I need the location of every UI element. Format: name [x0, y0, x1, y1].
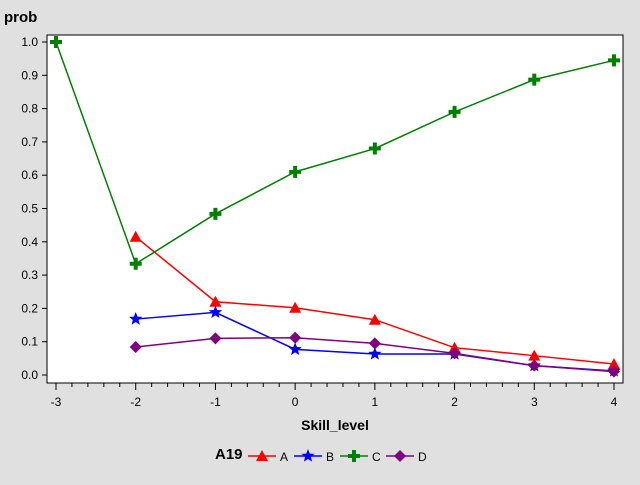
- y-tick-label: 0.1: [21, 335, 38, 349]
- series-a-point: [129, 230, 142, 242]
- series-c-point: [209, 207, 222, 220]
- legend-marker-d: [394, 450, 406, 462]
- series-a-point: [209, 295, 222, 307]
- x-tick-label: -3: [51, 395, 62, 409]
- series-c: [50, 36, 620, 270]
- y-tick-label: 0.4: [21, 235, 38, 249]
- legend-marker-a: [256, 450, 268, 461]
- series-d-point: [608, 365, 620, 378]
- y-tick-label: 0.7: [21, 135, 38, 149]
- legend-item-c: C: [340, 450, 381, 464]
- x-axis-label: Skill_level: [301, 417, 369, 433]
- x-tick-label: 1: [372, 395, 379, 409]
- series-c-line: [55, 41, 615, 265]
- legend-label: D: [418, 450, 427, 464]
- x-axis: -3 -2 -1 0 1 2 3 4: [51, 383, 618, 409]
- legend-marker-b: [301, 449, 315, 462]
- legend-label: B: [326, 450, 334, 464]
- y-tick-label: 0.8: [21, 102, 38, 116]
- series-a-point: [608, 358, 620, 370]
- series-d-point: [209, 332, 222, 345]
- series-c-point: [368, 142, 381, 155]
- legend-item-a: A: [248, 450, 288, 464]
- series-c-point: [608, 54, 620, 67]
- series-a-point: [368, 313, 381, 325]
- x-tick-label: 0: [292, 395, 299, 409]
- series-d-point: [448, 347, 461, 360]
- plot-frame: [46, 34, 624, 384]
- x-tick-label: 2: [451, 395, 458, 409]
- legend-label: C: [372, 450, 381, 464]
- legend: A19 A B C D: [215, 446, 427, 464]
- y-tick-label: 0.6: [21, 168, 38, 182]
- series-b-point: [368, 347, 382, 360]
- series-d-point: [289, 331, 302, 344]
- y-tick-label: 0.2: [21, 301, 38, 315]
- series-b-point: [288, 342, 302, 356]
- legend-label: A: [280, 450, 288, 464]
- legend-item-d: D: [386, 450, 427, 464]
- y-axis-label: prob: [4, 9, 37, 26]
- y-tick-label: 0.9: [21, 68, 38, 82]
- series-a-point: [528, 349, 541, 361]
- x-tick-label: 3: [531, 395, 538, 409]
- series-c-point: [448, 105, 461, 118]
- series-c-point: [129, 257, 142, 270]
- y-tick-label: 0.3: [21, 268, 38, 282]
- series-d: [129, 331, 620, 378]
- y-tick-label: 1.0: [21, 35, 38, 49]
- series-b-point: [208, 305, 223, 319]
- series-c-point: [289, 165, 302, 178]
- y-tick-label: 0.5: [21, 202, 38, 216]
- series-d-point: [528, 359, 541, 372]
- y-axis: 0.0 0.1 0.2 0.3 0.4 0.5 0.6 0.7 0.8 0.9 1.0: [21, 35, 47, 382]
- x-tick-label: -2: [130, 395, 141, 409]
- series-c-point: [50, 36, 62, 48]
- series-d-point: [368, 337, 381, 350]
- legend-title: A19: [215, 446, 243, 463]
- legend-marker-c: [348, 450, 360, 462]
- series-a-point: [289, 301, 302, 313]
- series-d-point: [129, 341, 142, 354]
- x-tick-label: -1: [210, 395, 221, 409]
- legend-item-b: B: [294, 449, 334, 464]
- series-c-point: [528, 73, 541, 86]
- x-tick-label: 4: [611, 395, 618, 409]
- y-tick-label: 0.0: [21, 368, 38, 382]
- series-group: [50, 36, 621, 378]
- series-b-point: [129, 312, 143, 325]
